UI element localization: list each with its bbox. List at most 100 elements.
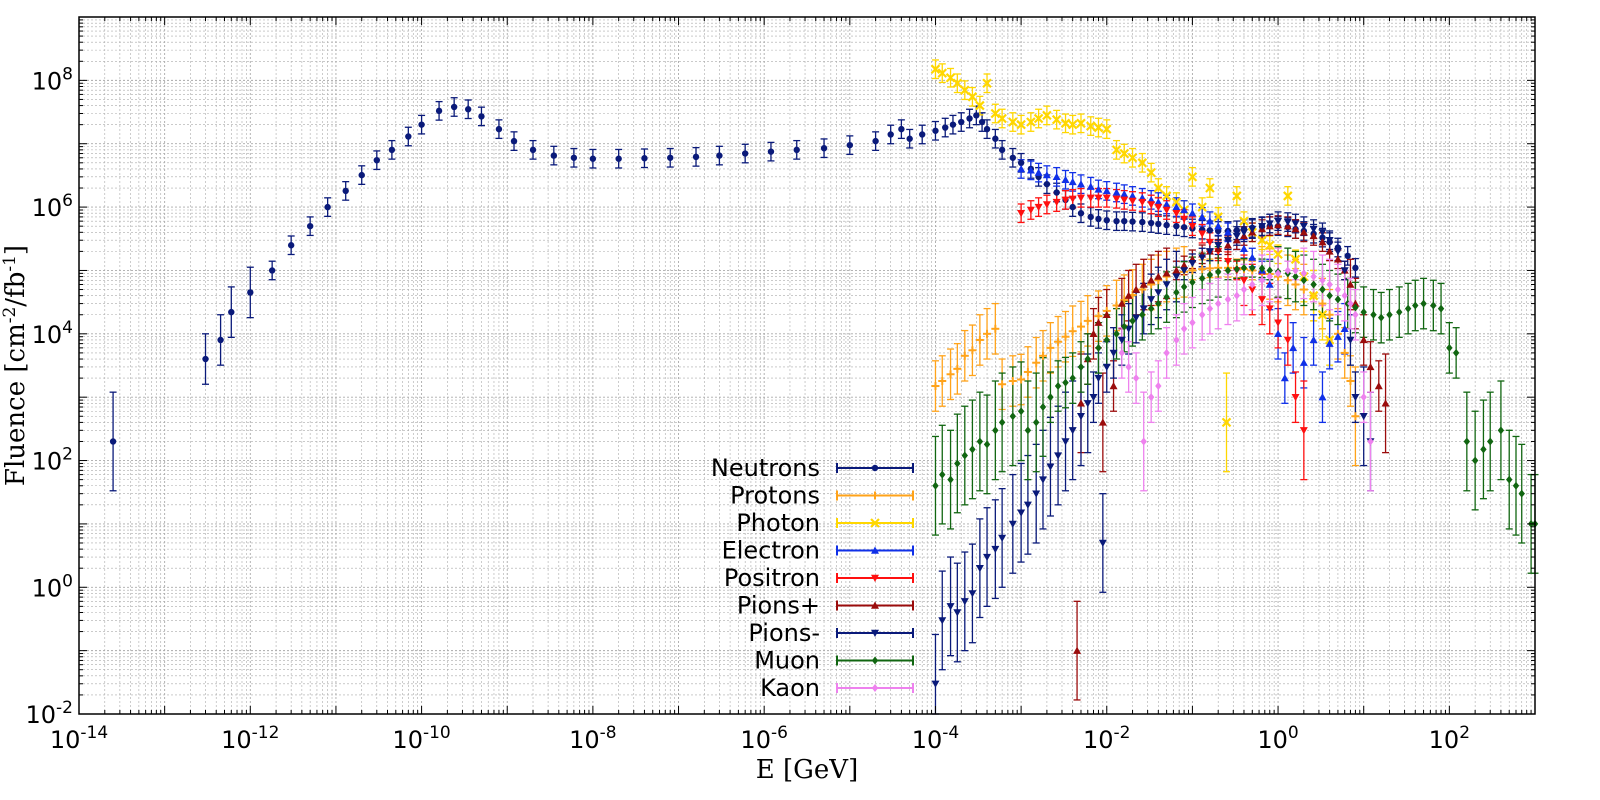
neutrons-point <box>450 103 458 111</box>
muon-point <box>1420 299 1427 308</box>
muon-point <box>1300 276 1308 285</box>
protons-point <box>998 380 1007 389</box>
neutrons-point <box>1095 215 1102 223</box>
muon-point <box>1430 301 1437 310</box>
electron-point <box>1214 222 1223 230</box>
neutrons-point <box>992 135 999 142</box>
pions-point <box>1038 476 1047 484</box>
legend-label: Pions+ <box>737 592 820 620</box>
neutrons-point <box>1344 252 1351 260</box>
electron-point <box>1162 200 1171 208</box>
photon-point <box>1197 202 1207 212</box>
positron-point <box>1223 257 1232 266</box>
positron-point <box>1239 277 1248 285</box>
muon-point <box>992 426 999 435</box>
pions-point <box>1076 413 1085 421</box>
positron-point <box>1017 210 1026 218</box>
photon-point <box>1308 290 1319 301</box>
photon-point <box>990 108 1001 119</box>
neutrons-point <box>550 152 558 159</box>
protons-point <box>1008 377 1017 386</box>
muon-point <box>1480 445 1487 454</box>
neutrons-point <box>495 125 503 133</box>
positron-point <box>1120 196 1129 204</box>
kaon-point <box>1233 291 1241 300</box>
protons-point <box>938 377 947 386</box>
axis-ticks <box>78 16 1536 715</box>
electron-point <box>1094 185 1103 193</box>
muon-point <box>1437 304 1445 313</box>
electron-point <box>1205 217 1214 225</box>
muon-point <box>1189 278 1196 287</box>
muon-point <box>1266 266 1273 275</box>
neutrons-point <box>228 308 235 316</box>
pions-point <box>1054 452 1063 460</box>
neutrons-point <box>464 106 472 113</box>
pions-point <box>1147 276 1156 284</box>
photon-point <box>930 64 941 74</box>
legend-swatch-marker <box>871 601 879 609</box>
legend-item-protons: Protons <box>730 482 914 510</box>
pions-point <box>1299 222 1308 231</box>
legend-label: Pions- <box>748 619 820 647</box>
neutrons-point <box>887 131 894 138</box>
muon-point <box>1103 335 1110 344</box>
pions-point <box>1198 254 1207 262</box>
electron-point <box>1289 343 1298 352</box>
neutrons-point <box>388 146 396 154</box>
muon-point <box>1377 313 1385 322</box>
positron-point <box>1128 197 1137 205</box>
protons-point <box>946 370 955 379</box>
protons-point <box>991 324 1000 333</box>
legend-label: Photon <box>736 509 820 537</box>
pions-point <box>1291 225 1300 233</box>
kaon-point <box>1198 310 1206 319</box>
muon-point <box>954 459 961 468</box>
kaon-point <box>1334 285 1342 294</box>
pions-point <box>1359 413 1368 421</box>
muon-point <box>1233 265 1241 274</box>
legend: NeutronsProtonsPhotonElectronPositronPio… <box>711 454 914 702</box>
legend-swatch-marker <box>871 684 879 692</box>
neutrons-point <box>217 336 224 344</box>
electron-point <box>1180 205 1189 214</box>
positron-point <box>1052 198 1061 207</box>
legend-swatch-marker <box>871 464 879 472</box>
muon-point <box>1039 402 1047 411</box>
legend-item-muon: Muon <box>754 647 914 675</box>
muon-point <box>1497 426 1505 435</box>
legend-label: Protons <box>730 482 820 510</box>
neutrons-point <box>641 155 648 162</box>
muon-point <box>1446 343 1453 352</box>
neutrons-point <box>906 135 913 142</box>
pions-point <box>1117 336 1126 344</box>
muon-point <box>1463 437 1471 446</box>
pions-point <box>1076 399 1085 407</box>
positron-point <box>1205 238 1214 247</box>
protons-point <box>1038 351 1047 360</box>
neutrons-point <box>741 150 749 157</box>
electron-point <box>1154 198 1163 206</box>
legend-item-neutrons: Neutrons <box>711 454 914 482</box>
protons-point <box>960 351 969 360</box>
electron-point <box>1172 203 1181 211</box>
positron-point <box>1180 215 1189 223</box>
protons-point <box>1017 375 1026 384</box>
neutrons-point <box>973 112 980 119</box>
positron-point <box>1162 206 1171 214</box>
neutrons-point <box>949 121 957 128</box>
electron-point <box>1102 186 1111 195</box>
neutrons-point <box>1147 219 1155 227</box>
photon-point <box>1137 158 1148 168</box>
electron-point <box>1120 190 1129 198</box>
pions-point <box>960 598 969 606</box>
neutrons-point <box>667 154 674 161</box>
pions-point <box>1132 285 1141 293</box>
data-markers <box>109 64 1539 688</box>
positron-point <box>1198 230 1207 238</box>
kaon-point <box>1347 299 1354 308</box>
neutrons-point <box>716 152 723 159</box>
electron-point <box>1042 171 1051 179</box>
neutrons-point <box>1053 189 1060 196</box>
